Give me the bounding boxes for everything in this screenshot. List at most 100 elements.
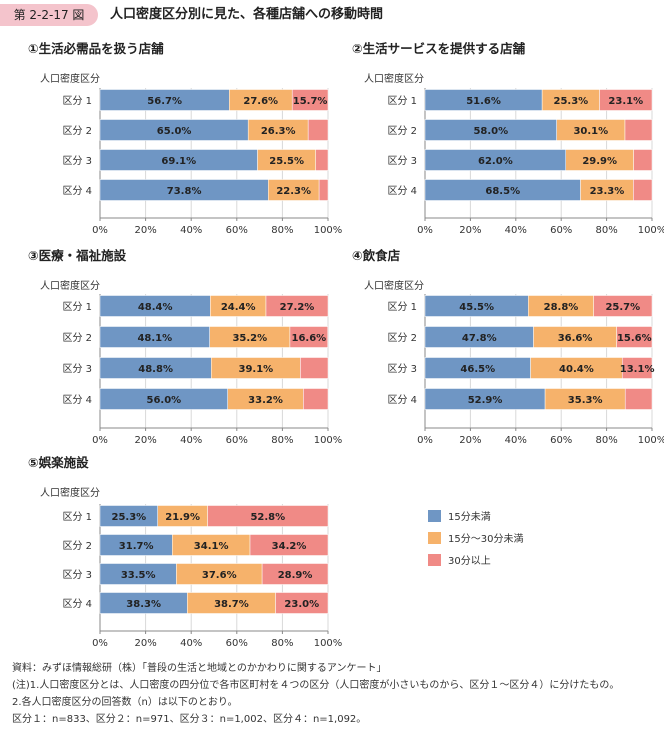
bar-segment: [633, 179, 653, 201]
category-label: 区分 4: [62, 394, 92, 406]
chart-title: ⑤娯楽施設: [28, 455, 89, 470]
legend-swatch: [428, 532, 441, 544]
data-label: 26.3%: [261, 126, 296, 137]
category-label: 区分 4: [387, 394, 417, 406]
x-tick-label: 40%: [180, 225, 202, 236]
data-label: 48.8%: [138, 364, 173, 375]
data-label: 48.4%: [138, 302, 173, 313]
chart-title: ②生活サービスを提供する店舗: [352, 41, 526, 56]
source-notes: 資料：みずほ情報総研（株）「普段の生活と地域とのかかわりに関するアンケート」 (…: [12, 660, 660, 728]
axis-label-y: 人口密度区分: [40, 72, 100, 85]
bar-segment: [289, 326, 329, 348]
data-label: 51.6%: [466, 96, 501, 107]
data-label: 31.7%: [119, 541, 154, 552]
figure-number-badge: 第 2-2-17 図: [0, 4, 98, 26]
data-label: 35.3%: [568, 395, 603, 406]
data-label: 34.2%: [272, 541, 307, 552]
data-label: 27.6%: [243, 96, 278, 107]
bar-segment: [303, 388, 329, 410]
category-label: 区分 4: [387, 185, 417, 197]
x-tick-label: 40%: [505, 225, 527, 236]
x-tick-label: 100%: [314, 638, 343, 649]
note-line-3: 区分１：n=833、区分２：n=971、区分３：n=1,002、区分４：n=1,…: [12, 714, 367, 725]
bar-segment: [622, 357, 653, 379]
category-label: 区分 3: [62, 569, 92, 581]
data-label: 52.8%: [250, 512, 285, 523]
legend-label: 15分～30分未満: [448, 533, 523, 545]
x-tick-label: 60%: [226, 638, 248, 649]
data-label: 21.9%: [165, 512, 200, 523]
data-label: 23.3%: [590, 186, 625, 197]
category-label: 区分 3: [62, 155, 92, 167]
data-label: 40.4%: [559, 364, 594, 375]
data-label: 48.1%: [137, 333, 172, 344]
x-tick-label: 100%: [638, 225, 664, 236]
data-label: 15.6%: [617, 333, 652, 344]
category-label: 区分 4: [62, 185, 92, 197]
x-tick-label: 60%: [226, 435, 248, 446]
category-label: 区分 2: [62, 125, 92, 137]
data-label: 24.4%: [221, 302, 256, 313]
x-tick-label: 60%: [226, 225, 248, 236]
bar-segment: [207, 505, 329, 527]
data-label: 68.5%: [485, 186, 520, 197]
data-label: 30.1%: [573, 126, 608, 137]
data-label: 36.6%: [558, 333, 593, 344]
note-line-1: (注)1.人口密度区分とは、人口密度の四分位で各市区町村を４つの区分（人口密度が…: [12, 680, 620, 691]
data-label: 39.1%: [238, 364, 273, 375]
data-label: 52.9%: [468, 395, 503, 406]
data-label: 22.3%: [276, 186, 311, 197]
category-label: 区分 1: [387, 301, 417, 313]
bar-segment: [318, 179, 329, 201]
data-label: 47.8%: [462, 333, 497, 344]
x-tick-label: 0%: [92, 638, 108, 649]
category-label: 区分 1: [387, 95, 417, 107]
x-tick-label: 40%: [180, 435, 202, 446]
x-tick-label: 40%: [180, 638, 202, 649]
x-tick-label: 100%: [638, 435, 664, 446]
x-tick-label: 20%: [134, 225, 156, 236]
axis-label-y: 人口密度区分: [364, 279, 424, 292]
axis-label-y: 人口密度区分: [40, 486, 100, 499]
axis-label-y: 人口密度区分: [364, 72, 424, 85]
data-label: 29.9%: [582, 156, 617, 167]
category-label: 区分 2: [62, 540, 92, 552]
data-label: 38.3%: [126, 599, 161, 610]
source-line: 資料：みずほ情報総研（株）「普段の生活と地域とのかかわりに関するアンケート」: [12, 663, 387, 674]
x-tick-label: 60%: [550, 435, 572, 446]
category-label: 区分 3: [387, 155, 417, 167]
bar-segment: [315, 149, 329, 171]
data-label: 34.1%: [194, 541, 229, 552]
bar-segment: [307, 119, 329, 141]
data-label: 25.7%: [605, 302, 640, 313]
data-label: 65.0%: [157, 126, 192, 137]
x-tick-label: 80%: [271, 435, 293, 446]
category-label: 区分 1: [62, 511, 92, 523]
x-tick-label: 0%: [92, 225, 108, 236]
data-label: 23.1%: [608, 96, 643, 107]
category-label: 区分 2: [62, 332, 92, 344]
x-tick-label: 100%: [314, 435, 343, 446]
data-label: 25.3%: [111, 512, 146, 523]
data-label: 45.5%: [459, 302, 494, 313]
x-tick-label: 80%: [271, 225, 293, 236]
legend-label: 15分未満: [448, 511, 491, 523]
x-tick-label: 0%: [417, 225, 433, 236]
data-label: 27.2%: [280, 302, 315, 313]
x-tick-label: 20%: [459, 225, 481, 236]
legend-swatch: [428, 554, 441, 566]
figure-title: 人口密度区分別に見た、各種店舗への移動時間: [110, 7, 384, 22]
x-tick-label: 20%: [134, 435, 156, 446]
bar-segment: [616, 326, 653, 348]
category-label: 区分 2: [387, 125, 417, 137]
x-tick-label: 80%: [271, 638, 293, 649]
data-label: 33.2%: [248, 395, 283, 406]
category-label: 区分 3: [62, 363, 92, 375]
data-label: 33.5%: [121, 570, 156, 581]
data-label: 16.6%: [291, 333, 326, 344]
data-label: 58.0%: [473, 126, 508, 137]
data-label: 46.5%: [460, 364, 495, 375]
data-label: 62.0%: [478, 156, 513, 167]
data-label: 25.5%: [269, 156, 304, 167]
